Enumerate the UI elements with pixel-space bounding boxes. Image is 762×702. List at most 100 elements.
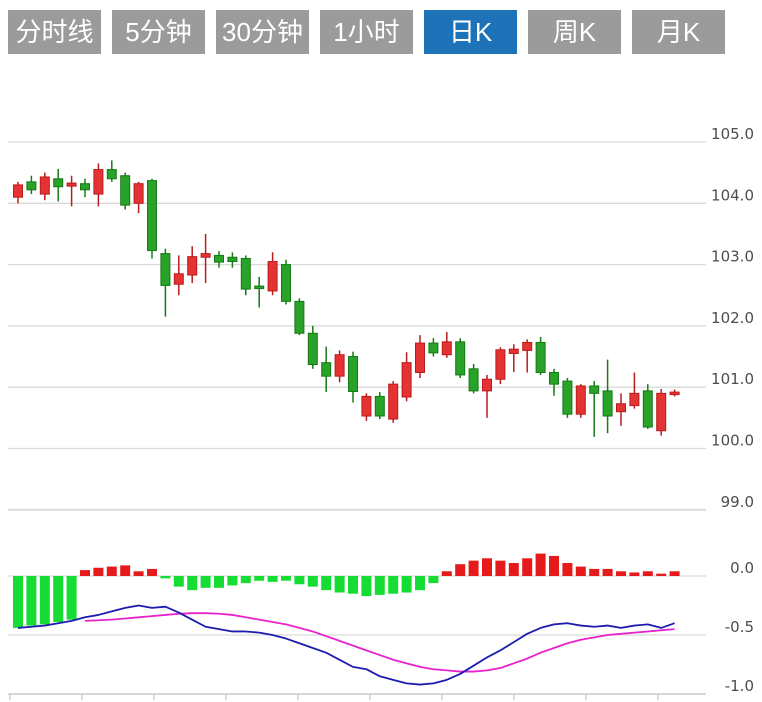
candle — [616, 403, 626, 413]
macd-bar — [656, 573, 667, 576]
macd-axis-label: 0.0 — [730, 559, 754, 577]
candle — [13, 184, 23, 198]
candle — [267, 261, 278, 292]
tab-weekly-k[interactable]: 周K — [528, 10, 621, 54]
interval-tab-bar: 分时线 5分钟 30分钟 1小时 日K 周K 月K — [8, 10, 736, 54]
candle — [147, 180, 157, 252]
price-axis-label: 102.0 — [711, 309, 754, 327]
candle — [401, 362, 412, 398]
candle — [361, 395, 372, 417]
macd-bar — [415, 576, 425, 591]
macd-axis-label: -1.0 — [725, 677, 754, 695]
candle — [26, 181, 37, 191]
macd-bar — [629, 572, 640, 576]
price-axis-label: 99.0 — [721, 493, 754, 511]
macd-bar — [214, 576, 224, 588]
candle — [120, 175, 131, 206]
candle — [602, 390, 613, 417]
candle — [388, 383, 399, 420]
macd-bar — [160, 576, 171, 579]
macd-bar — [200, 576, 211, 588]
tab-30min[interactable]: 30分钟 — [216, 10, 309, 54]
candle — [428, 342, 439, 354]
macd-bar — [240, 576, 251, 584]
candle — [415, 342, 425, 373]
candle — [334, 354, 345, 377]
macd-bar — [455, 564, 466, 576]
candle — [66, 182, 77, 187]
macd-bar — [106, 566, 117, 576]
macd-bar — [428, 576, 439, 584]
dif-line — [17, 604, 675, 686]
tab-1hour[interactable]: 1小时 — [320, 10, 413, 54]
candle — [441, 341, 452, 356]
candle — [535, 341, 546, 373]
candle — [106, 169, 117, 180]
candle — [642, 390, 653, 428]
dea-line — [84, 612, 675, 673]
candle — [575, 385, 586, 415]
candle — [187, 256, 198, 276]
macd-bar — [401, 576, 412, 593]
candle — [294, 300, 305, 334]
macd-bar — [80, 570, 90, 576]
macd-bar — [53, 576, 64, 623]
macd-bar — [39, 576, 50, 625]
candle — [200, 253, 211, 258]
macd-bar — [468, 560, 479, 576]
price-axis-label: 101.0 — [711, 370, 754, 388]
macd-bar — [26, 576, 37, 626]
tab-monthly-k[interactable]: 月K — [632, 10, 725, 54]
macd-bar — [173, 576, 184, 587]
macd-bar — [374, 576, 385, 595]
macd-bar — [254, 576, 265, 581]
candle — [522, 341, 533, 351]
macd-bar — [348, 576, 358, 594]
macd-bar — [669, 571, 680, 576]
macd-bar — [294, 576, 305, 585]
candle — [173, 273, 184, 285]
macd-bar — [642, 571, 653, 576]
candle — [307, 332, 318, 366]
candle — [227, 256, 238, 263]
candle — [629, 392, 640, 407]
candle — [321, 362, 332, 377]
price-axis-label: 105.0 — [711, 125, 754, 143]
candle — [80, 183, 90, 191]
candle — [160, 253, 171, 286]
candle — [133, 183, 144, 204]
macd-bar — [361, 576, 372, 597]
tab-time-line[interactable]: 分时线 — [8, 10, 101, 54]
tab-5min[interactable]: 5分钟 — [112, 10, 205, 54]
price-axis-label: 100.0 — [711, 432, 754, 450]
candle — [495, 349, 506, 380]
candle — [549, 371, 559, 385]
macd-bar — [482, 558, 492, 576]
tab-daily-k[interactable]: 日K — [424, 10, 517, 54]
candle — [482, 378, 492, 392]
macd-bar — [388, 576, 399, 594]
macd-bar — [562, 563, 573, 576]
macd-bar — [321, 576, 332, 591]
macd-bar — [575, 566, 586, 576]
candle — [508, 348, 519, 354]
macd-bar — [589, 568, 600, 576]
candle — [240, 257, 251, 290]
candle — [374, 395, 385, 417]
macd-bar — [441, 571, 452, 576]
macd-bar — [522, 558, 533, 576]
candle — [589, 385, 600, 394]
candle — [254, 285, 265, 290]
macd-bar — [307, 576, 318, 587]
macd-axis-label: -0.5 — [725, 618, 754, 636]
candle — [669, 391, 680, 396]
macd-bar — [120, 565, 131, 576]
macd-bar — [508, 563, 519, 576]
candle — [656, 392, 667, 432]
macd-bar — [549, 555, 559, 576]
macd-bar — [13, 576, 23, 628]
macd-bar — [227, 576, 238, 586]
macd-bar — [495, 560, 506, 576]
macd-bar — [66, 576, 77, 620]
